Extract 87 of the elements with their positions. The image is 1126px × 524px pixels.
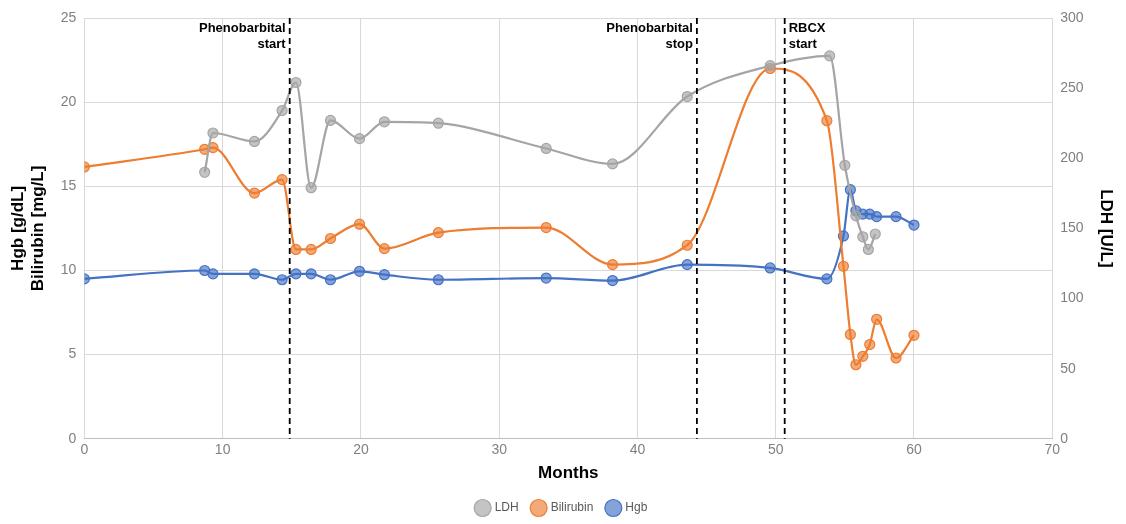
- x-tick-label: 60: [906, 441, 922, 458]
- point: [606, 158, 619, 170]
- y-tick-label: 20: [60, 93, 77, 110]
- point: [305, 182, 317, 194]
- point: [290, 268, 302, 280]
- point: [290, 76, 302, 89]
- point: [540, 272, 552, 284]
- point: [378, 269, 391, 281]
- point: [432, 274, 444, 286]
- point: [324, 114, 337, 126]
- point: [908, 219, 920, 231]
- y2-tick-label: 0: [1060, 429, 1069, 446]
- point: [207, 268, 219, 280]
- y2-tick-label: 150: [1060, 219, 1084, 236]
- point: [199, 166, 211, 178]
- point: [353, 218, 366, 230]
- x-tick-label: 20: [353, 441, 369, 458]
- point: [305, 243, 317, 256]
- x-tick-label: 0: [80, 441, 89, 458]
- x-tick-label: 40: [629, 441, 646, 458]
- point: [890, 352, 902, 364]
- point: [908, 329, 920, 341]
- point: [869, 228, 881, 240]
- y-tick-label: 15: [60, 177, 77, 194]
- point: [871, 211, 883, 223]
- point: [540, 142, 552, 155]
- point: [764, 262, 776, 274]
- point: [378, 116, 391, 128]
- point: [353, 265, 366, 277]
- point: [324, 274, 337, 286]
- point: [821, 273, 833, 285]
- y2-tick-label: 50: [1060, 359, 1077, 376]
- point: [681, 239, 693, 251]
- point: [824, 50, 836, 62]
- point: [844, 328, 856, 341]
- point: [681, 258, 693, 271]
- point: [681, 90, 693, 103]
- point: [540, 221, 552, 234]
- point: [606, 258, 619, 271]
- y-tick-label: 0: [68, 429, 77, 446]
- y-tick-label: 25: [60, 8, 77, 25]
- y2-axis-title: LDH [U/L]: [1097, 189, 1117, 268]
- point: [871, 313, 883, 325]
- point: [324, 232, 337, 245]
- point: [276, 274, 288, 286]
- point: [821, 115, 833, 127]
- point: [353, 133, 366, 145]
- point: [432, 227, 444, 239]
- ref-line-label: RBCX start: [788, 20, 826, 52]
- y2-tick-label: 200: [1060, 149, 1084, 166]
- point: [248, 268, 261, 280]
- legend-label: Bilirubin: [550, 500, 594, 515]
- point: [857, 231, 869, 243]
- point: [432, 117, 444, 129]
- point: [248, 187, 261, 199]
- y2-tick-label: 300: [1060, 8, 1084, 25]
- point: [248, 135, 261, 148]
- ref-line-label: Phenobarbital stop: [606, 20, 693, 52]
- point: [890, 211, 902, 223]
- point: [378, 243, 391, 255]
- point: [207, 127, 219, 139]
- point: [276, 104, 288, 117]
- y2-tick-label: 100: [1060, 289, 1084, 306]
- point: [837, 260, 850, 272]
- point: [290, 243, 302, 256]
- point: [305, 268, 317, 280]
- legend-label: LDH: [494, 500, 519, 515]
- y-tick-label: 10: [60, 261, 77, 278]
- y-tick-label: 5: [68, 345, 77, 362]
- point: [839, 159, 851, 171]
- ref-line-label: Phenobarbital start: [199, 20, 287, 52]
- x-tick-label: 50: [767, 441, 784, 458]
- point: [199, 264, 211, 277]
- point: [857, 350, 869, 362]
- point: [864, 338, 876, 351]
- x-tick-label: 30: [491, 441, 508, 458]
- point: [850, 359, 862, 371]
- x-tick-label: 70: [1044, 441, 1061, 458]
- y-axis-title: Hgb [g/dL] Bilirubin [mg/L]: [7, 165, 48, 292]
- point: [850, 210, 862, 222]
- legend-label: Hgb: [625, 500, 648, 515]
- point: [606, 274, 619, 287]
- point: [276, 173, 288, 186]
- y2-tick-label: 250: [1060, 78, 1084, 95]
- x-axis-title: Months: [538, 463, 599, 483]
- x-tick-label: 10: [214, 441, 231, 458]
- point: [862, 243, 874, 256]
